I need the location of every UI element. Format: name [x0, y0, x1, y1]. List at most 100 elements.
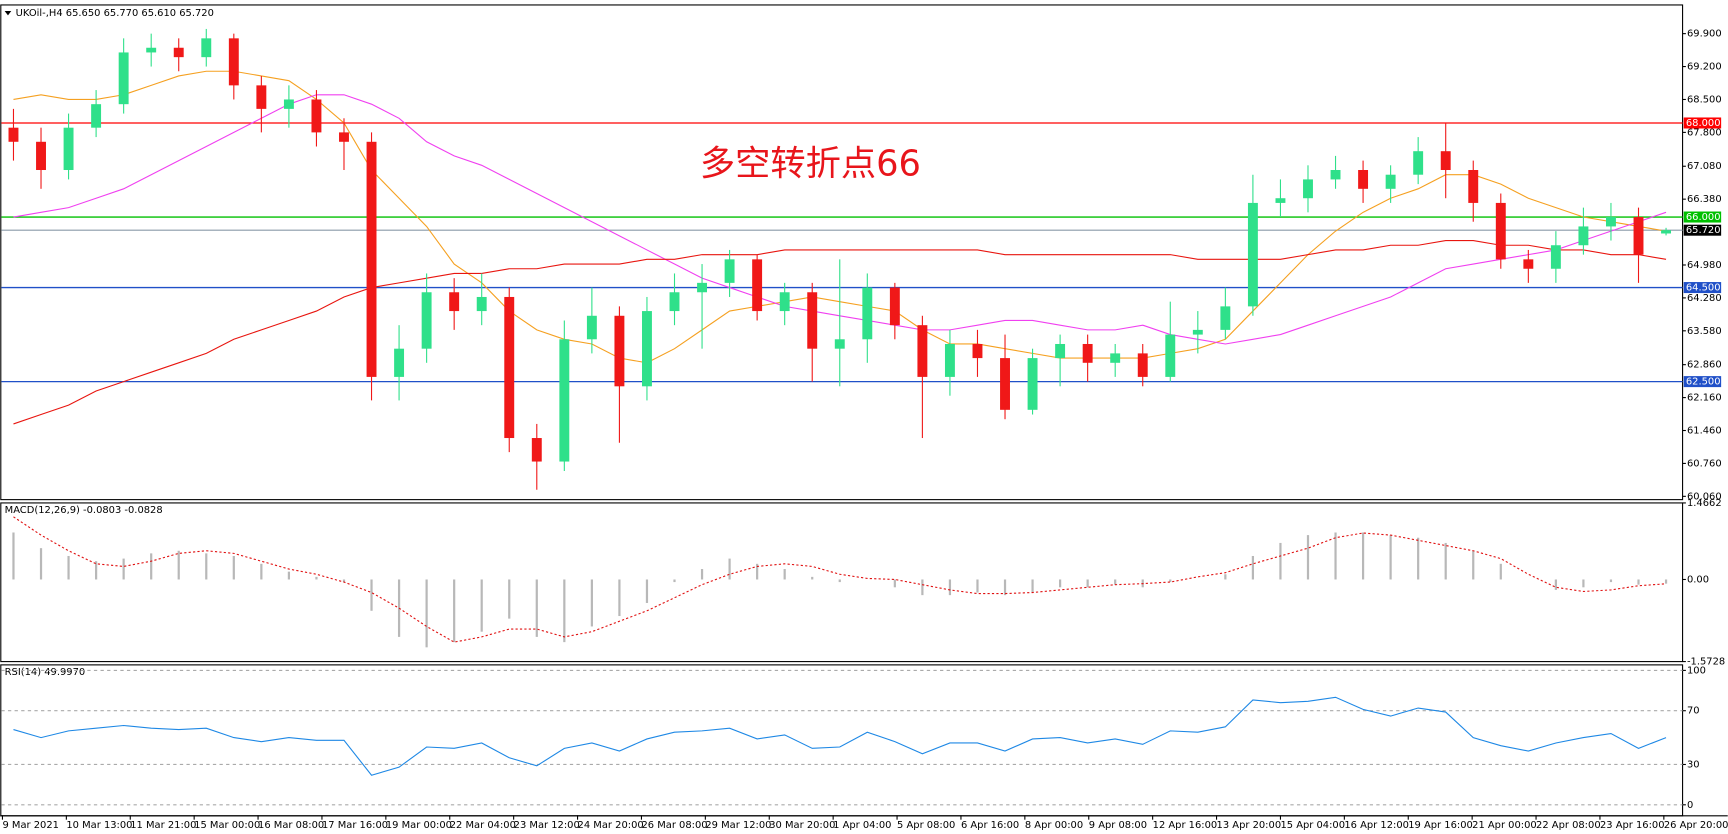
macd-bar — [1554, 579, 1557, 590]
annotation: 多空转折点66 — [700, 143, 921, 184]
y-tick-label: 69.900 — [1687, 29, 1722, 40]
macd-bar — [122, 558, 125, 580]
level-label: 64.500 — [1686, 283, 1721, 294]
candle-body — [807, 292, 818, 349]
macd-bar — [590, 579, 593, 627]
macd-bar — [645, 579, 649, 603]
candle-body — [8, 127, 19, 142]
candle-body — [1027, 358, 1038, 410]
x-tick-label: 15 Apr 04:00 — [1280, 820, 1345, 831]
candle-body — [1220, 306, 1231, 330]
candle-body — [862, 287, 873, 340]
y-tick-label: 64.280 — [1687, 293, 1722, 304]
x-tick-label: 23 Mar 12:00 — [514, 820, 580, 831]
macd-bar — [67, 555, 70, 580]
y-tick-label: 62.860 — [1687, 360, 1722, 371]
macd-bar — [1664, 579, 1668, 584]
candle-body — [201, 38, 212, 58]
candle-body — [779, 292, 790, 312]
macd-bar — [535, 579, 538, 637]
rsi-title: RSI(14) 49.9970 — [5, 667, 86, 678]
y-tick-label: 67.800 — [1687, 127, 1722, 138]
x-tick-label: 30 Mar 20:00 — [769, 820, 835, 831]
x-tick-label: 19 Mar 00:00 — [386, 820, 452, 831]
macd-bar — [1086, 579, 1089, 588]
main-panel — [0, 4, 1684, 501]
candle-body — [1082, 343, 1093, 363]
x-tick-label: 10 Mar 13:00 — [66, 820, 132, 831]
candle-body — [531, 438, 542, 462]
candle-body — [586, 315, 597, 340]
y-tick-label: 69.200 — [1687, 62, 1722, 73]
candle-body — [91, 104, 102, 128]
x-tick-label: 9 Mar 2021 — [2, 820, 59, 831]
macd-title: MACD(12,26,9) -0.0803 -0.0828 — [5, 505, 163, 516]
candle-body — [724, 259, 735, 283]
rsi-line — [13, 696, 1667, 776]
macd-bar — [976, 579, 979, 593]
x-tick-label: 17 Mar 16:00 — [322, 820, 388, 831]
candle-body — [1385, 174, 1396, 189]
candle-body — [449, 292, 460, 312]
candle-body — [669, 292, 680, 312]
candle-body — [1661, 230, 1672, 234]
macd-bar — [260, 563, 263, 580]
candle-body — [228, 38, 239, 86]
macd-bar — [1169, 579, 1172, 583]
y-tick-label: 63.580 — [1687, 326, 1722, 337]
candle-body — [1303, 179, 1313, 199]
macd-bar — [1031, 579, 1034, 593]
macd-bar — [1444, 542, 1447, 580]
x-tick-label: 23 Apr 16:00 — [1600, 820, 1665, 831]
x-tick-label: 13 Apr 20:00 — [1217, 820, 1282, 831]
last-price-label: 65.720 — [1686, 225, 1721, 236]
macd-bar — [453, 579, 456, 643]
candle-body — [1000, 358, 1010, 410]
candle-body — [1440, 151, 1451, 171]
candle-body — [1055, 343, 1066, 359]
macd-bar — [287, 571, 291, 580]
candle-body — [36, 141, 46, 171]
macd-bar — [563, 579, 566, 643]
x-tick-label: 8 Apr 00:00 — [1025, 820, 1083, 831]
macd-bar — [1472, 550, 1475, 580]
x-tick-label: 6 Apr 16:00 — [961, 820, 1019, 831]
y-tick-label: 68.500 — [1687, 94, 1722, 105]
candle-body — [1578, 226, 1589, 246]
level-label-box — [1683, 376, 1722, 388]
level-label-box — [1683, 117, 1722, 129]
x-tick-label: 9 Apr 08:00 — [1089, 820, 1147, 831]
candle-body — [1606, 217, 1616, 227]
candle-body — [1110, 353, 1121, 363]
candle-body — [421, 292, 432, 349]
x-tick-label: 26 Apr 20:00 — [1664, 820, 1728, 831]
candle-body — [394, 348, 405, 377]
macd-bar — [1609, 579, 1613, 583]
y-tick-label: 30 — [1687, 759, 1700, 770]
candle-body — [1495, 202, 1506, 260]
macd-bar — [1582, 579, 1585, 588]
y-tick-label: 70 — [1687, 706, 1700, 717]
macd-signal — [13, 516, 1667, 643]
candle-body — [917, 325, 928, 377]
level-label: 62.500 — [1686, 377, 1721, 388]
macd-bar — [1361, 532, 1365, 580]
x-tick-label: 15 Mar 00:00 — [194, 820, 260, 831]
candle-body — [256, 85, 267, 109]
macd-bar — [783, 569, 786, 580]
candle-body — [1633, 217, 1644, 255]
macd-bar — [1114, 579, 1117, 585]
level-label: 66.000 — [1686, 212, 1721, 223]
candle-body — [504, 296, 515, 439]
y-tick-label: 1.4662 — [1687, 498, 1722, 509]
macd-bar — [1637, 579, 1640, 585]
x-tick-label: 12 Apr 16:00 — [1153, 820, 1218, 831]
macd-bar — [1003, 579, 1007, 596]
candle-body — [944, 343, 955, 377]
macd-bar — [1251, 555, 1255, 580]
y-tick-label: 0.00 — [1687, 574, 1709, 585]
candle-body — [614, 315, 625, 387]
macd-bar — [756, 563, 759, 580]
x-tick-label: 26 Mar 08:00 — [641, 820, 707, 831]
